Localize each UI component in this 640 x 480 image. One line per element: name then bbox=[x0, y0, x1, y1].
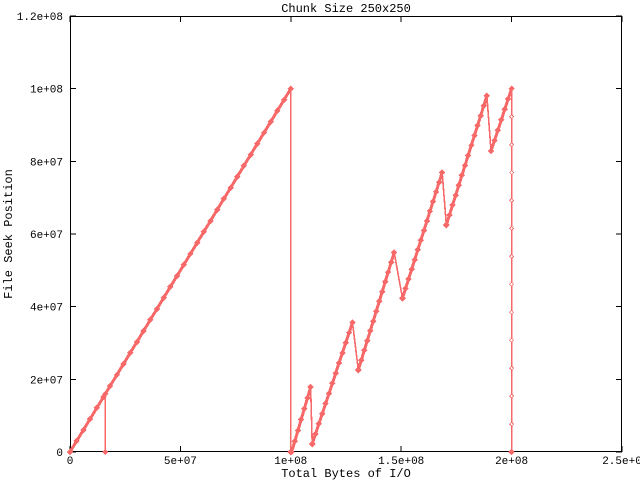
svg-text:2e+07: 2e+07 bbox=[30, 375, 63, 387]
svg-text:8e+07: 8e+07 bbox=[30, 157, 63, 169]
svg-text:0: 0 bbox=[56, 448, 63, 460]
svg-text:Total Bytes of I/O: Total Bytes of I/O bbox=[281, 467, 411, 480]
svg-text:1e+08: 1e+08 bbox=[30, 85, 63, 97]
svg-text:1.2e+08: 1.2e+08 bbox=[17, 12, 63, 24]
svg-text:2.5e+0: 2.5e+0 bbox=[602, 456, 640, 468]
svg-text:5e+07: 5e+07 bbox=[164, 456, 197, 468]
svg-text:File Seek Position: File Seek Position bbox=[2, 169, 16, 299]
svg-text:0: 0 bbox=[67, 456, 74, 468]
svg-text:6e+07: 6e+07 bbox=[30, 230, 63, 242]
svg-text:Chunk Size 250x250: Chunk Size 250x250 bbox=[281, 2, 411, 16]
svg-text:2e+08: 2e+08 bbox=[495, 456, 528, 468]
svg-text:4e+07: 4e+07 bbox=[30, 303, 63, 315]
